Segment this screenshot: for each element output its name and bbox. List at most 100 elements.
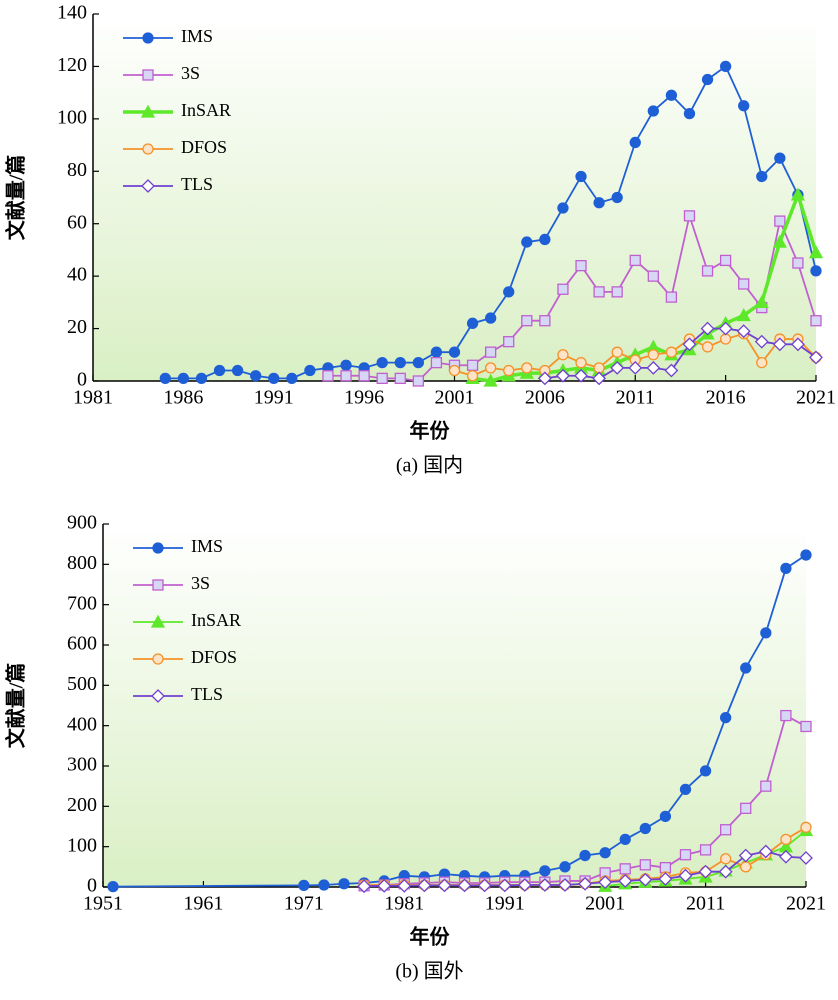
x-tick-label: 2021	[796, 387, 836, 409]
x-tick-label: 1991	[485, 893, 525, 915]
marker	[810, 315, 822, 327]
marker	[558, 878, 572, 892]
x-tick-label: 1986	[163, 387, 203, 409]
plot-background	[93, 14, 816, 381]
y-tick-label: 100	[57, 106, 87, 128]
marker	[740, 861, 752, 873]
marker	[647, 270, 659, 282]
marker	[140, 104, 156, 118]
marker	[774, 215, 786, 227]
marker	[665, 89, 678, 101]
marker	[397, 878, 412, 893]
y-tick-label: 600	[67, 633, 97, 655]
marker	[298, 879, 310, 892]
marker	[579, 849, 591, 862]
marker	[556, 368, 570, 383]
marker	[760, 780, 772, 792]
marker	[800, 549, 812, 561]
x-tick-label: 2011	[616, 387, 655, 409]
legend-label: TLS	[181, 174, 213, 194]
marker	[700, 321, 715, 336]
marker	[107, 880, 119, 893]
marker	[754, 294, 769, 309]
marker	[774, 152, 786, 164]
marker	[430, 356, 443, 369]
marker	[517, 878, 532, 892]
legend-label: 3S	[191, 573, 210, 593]
marker	[593, 197, 605, 209]
marker	[719, 60, 732, 73]
marker	[578, 876, 592, 891]
marker	[738, 848, 753, 863]
marker	[718, 321, 733, 336]
legend-label: 3S	[181, 63, 200, 83]
x-tick-label: 2021	[786, 893, 826, 915]
marker	[720, 853, 732, 865]
marker	[618, 874, 633, 888]
marker	[639, 822, 651, 835]
y-tick-label: 500	[67, 673, 97, 695]
marker	[430, 346, 443, 358]
marker	[780, 833, 792, 846]
marker	[152, 579, 164, 591]
marker	[738, 278, 750, 290]
marker	[810, 265, 822, 277]
marker	[610, 360, 625, 375]
marker	[141, 179, 155, 193]
marker	[683, 210, 696, 222]
marker	[268, 372, 280, 385]
x-tick-label: 1961	[183, 893, 223, 915]
marker	[799, 851, 813, 865]
marker	[719, 254, 732, 267]
marker	[619, 833, 631, 846]
marker	[574, 368, 588, 383]
marker	[718, 864, 733, 879]
marker	[448, 364, 461, 377]
x-tick-label: 2006	[525, 387, 565, 409]
marker	[611, 191, 623, 204]
marker	[659, 810, 672, 823]
marker	[152, 653, 164, 665]
marker	[142, 69, 154, 81]
marker	[619, 863, 631, 875]
x-tick-label: 1991	[254, 387, 294, 409]
y-axis-label: 文献量/篇	[4, 663, 28, 749]
y-tick-label: 60	[67, 211, 87, 233]
marker	[599, 847, 611, 859]
marker	[457, 878, 472, 893]
marker	[800, 720, 812, 733]
marker	[559, 861, 571, 873]
legend-label: IMS	[181, 26, 213, 46]
legend-label: InSAR	[191, 610, 241, 630]
marker	[394, 356, 406, 369]
legend-label: TLS	[191, 684, 223, 704]
marker	[521, 236, 533, 248]
marker	[318, 879, 330, 891]
marker	[756, 356, 768, 369]
marker	[557, 349, 569, 361]
marker	[466, 359, 479, 371]
marker	[503, 286, 515, 298]
marker	[150, 614, 166, 628]
marker	[592, 371, 607, 386]
marker	[483, 373, 498, 387]
x-axis-label: 年份	[410, 925, 451, 949]
marker	[701, 341, 714, 353]
y-tick-label: 20	[67, 316, 87, 338]
y-tick-label: 80	[67, 159, 87, 181]
y-tick-label: 0	[77, 369, 87, 391]
marker	[437, 878, 452, 893]
marker	[484, 362, 497, 374]
x-axis-label: 年份	[410, 419, 451, 443]
marker	[698, 864, 713, 879]
marker	[780, 709, 792, 722]
marker	[417, 878, 432, 893]
x-tick-label: 2011	[686, 893, 725, 915]
marker	[503, 364, 515, 377]
marker	[791, 337, 805, 352]
marker	[736, 308, 751, 322]
marker	[448, 346, 461, 358]
marker	[659, 861, 672, 874]
marker	[808, 245, 824, 259]
